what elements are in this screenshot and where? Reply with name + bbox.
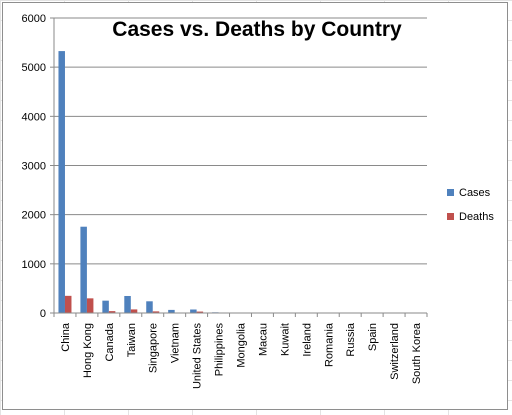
x-tick-label: Singapore <box>148 323 160 373</box>
legend-label-cases: Cases <box>459 187 491 199</box>
bar-cases[interactable] <box>80 226 87 313</box>
bar-deaths[interactable] <box>196 311 204 313</box>
bar-cases[interactable] <box>124 295 131 313</box>
x-tick-label: Taiwan <box>126 323 138 357</box>
x-tick-label: Hong Kong <box>82 323 94 378</box>
y-tick-label: 4000 <box>22 111 46 123</box>
legend[interactable]: Cases Deaths <box>447 187 494 223</box>
x-tick-label: Romania <box>323 322 335 367</box>
legend-label-deaths: Deaths <box>459 211 494 223</box>
y-tick-label: 5000 <box>22 62 46 74</box>
x-tick-label: Mongolia <box>236 322 248 368</box>
y-tick-label: 6000 <box>22 13 46 25</box>
chart-area[interactable] <box>2 2 508 410</box>
x-tick-label: Philippines <box>214 323 226 377</box>
bar-cases[interactable] <box>58 51 65 313</box>
y-tick-labels: 0 1000 2000 3000 4000 5000 6000 <box>22 13 46 320</box>
x-tick-labels: China Hong Kong Canada Taiwan Singapore Vietn… <box>60 322 423 389</box>
bar-deaths[interactable] <box>130 309 138 313</box>
x-tick-label: China <box>60 322 72 352</box>
x-tick-label: Macau <box>257 323 269 356</box>
bar-deaths[interactable] <box>64 295 72 313</box>
y-tick-label: 0 <box>40 308 46 320</box>
x-tick-label: Kuwait <box>279 323 291 356</box>
bar-cases[interactable] <box>190 309 197 313</box>
axes <box>53 18 428 317</box>
bar-deaths[interactable] <box>108 311 116 313</box>
x-tick-label: Spain <box>367 323 379 351</box>
x-tick-label: Ireland <box>301 323 313 357</box>
y-tick-label: 3000 <box>22 161 46 173</box>
bar-deaths[interactable] <box>152 311 160 313</box>
gridlines <box>50 17 427 314</box>
bar-cases[interactable] <box>146 301 153 313</box>
bars <box>58 51 417 313</box>
x-tick-label: Vietnam <box>170 323 182 363</box>
x-tick-label: Canada <box>104 322 116 361</box>
legend-swatch-cases <box>447 189 454 196</box>
chart-title: Cases vs. Deaths by Country <box>112 18 402 41</box>
bar-deaths[interactable] <box>86 298 94 313</box>
x-tick-label: Russia <box>345 322 357 357</box>
x-tick-label: South Korea <box>411 322 423 384</box>
y-tick-label: 1000 <box>22 259 46 271</box>
bar-cases[interactable] <box>168 309 175 313</box>
bar-cases[interactable] <box>102 300 109 313</box>
x-tick-label: United States <box>192 323 204 390</box>
legend-swatch-deaths <box>447 213 454 220</box>
y-tick-label: 2000 <box>22 210 46 222</box>
x-tick-label: Switzerland <box>389 323 401 380</box>
